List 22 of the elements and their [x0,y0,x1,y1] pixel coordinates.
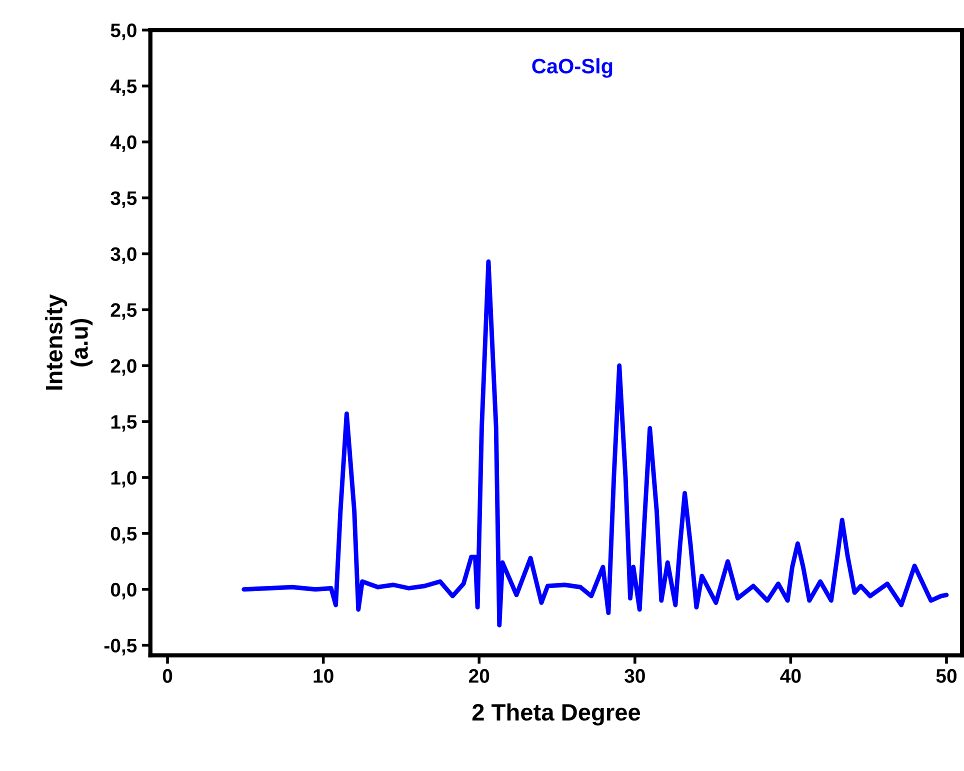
x-tick-label: 50 [936,669,957,683]
y-tick-label: 0,0 [110,582,136,600]
x-tick-label: 30 [624,669,645,683]
x-tick-label: 40 [780,669,801,683]
y-tick-label: 2,5 [110,303,137,320]
y-tick-label: 1,5 [111,415,137,432]
y-tick-label: 5,0 [110,24,136,40]
y-tick-label: 2,0 [110,359,136,376]
x-axis-title: 2 Theta Degree [472,703,640,726]
x-tick-label: 0 [162,669,172,683]
line-series [242,259,949,628]
y-axis-title: Intensity (a.u) [45,294,93,390]
y-tick-label: -0,5 [104,638,137,656]
y-tick-label: 3,5 [110,191,137,208]
x-tick-label: 20 [468,669,490,683]
y-tick-label: 4,5 [110,80,137,96]
y-tick-label: 0,5 [110,526,137,544]
y-tick-label: 1,0 [111,470,136,488]
text: CaO-Slg [532,58,612,78]
y-tick-label: 4,0 [110,135,136,152]
y-tick-label: 3,0 [110,247,136,264]
x-tick-label: 10 [314,669,334,683]
